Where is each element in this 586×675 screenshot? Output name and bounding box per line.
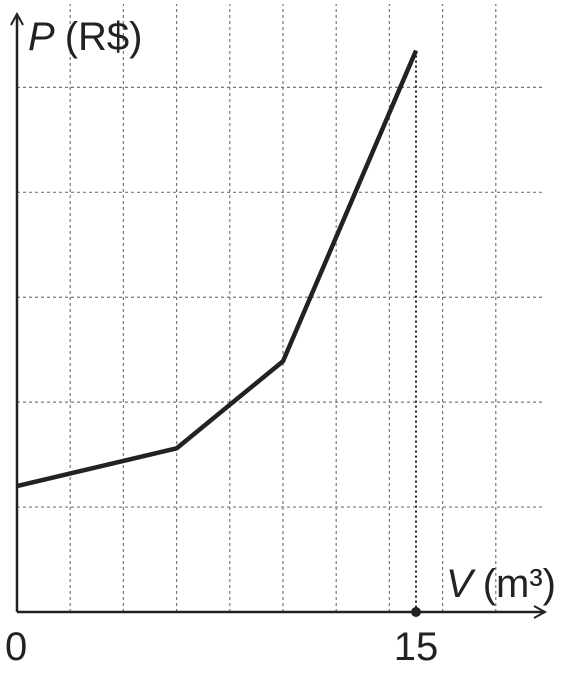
grid — [17, 4, 545, 612]
x-axis-label: V (m³) — [446, 562, 556, 606]
x-unit: (m³) — [483, 562, 556, 606]
x-tick-label: 15 — [394, 625, 439, 669]
x-var: V — [446, 562, 476, 606]
tick-dot — [410, 607, 421, 617]
y-var: P — [28, 15, 55, 59]
y-axis-label: P (R$) — [28, 15, 142, 59]
line — [16, 49, 419, 489]
x-tick-label: 0 — [5, 625, 27, 669]
y-unit: (R$) — [65, 15, 143, 59]
